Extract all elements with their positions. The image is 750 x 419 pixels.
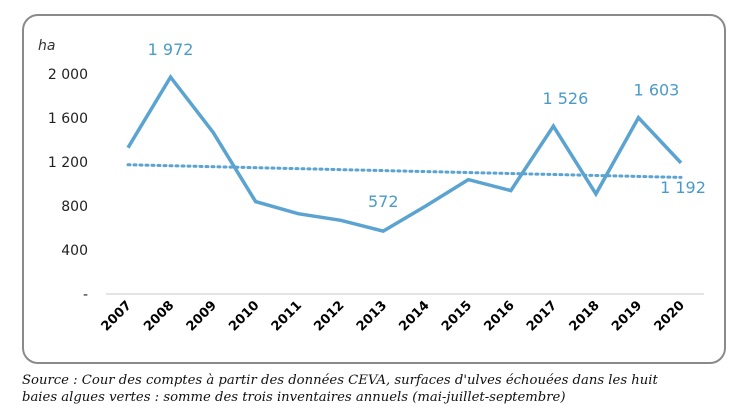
chart-frame: [22, 14, 726, 364]
x-tick-label-0: 2007: [99, 298, 135, 334]
x-tick-label-1: 2008: [141, 298, 177, 334]
series-line-0: [126, 73, 683, 233]
x-tick-label-12: 2019: [609, 298, 645, 334]
x-tick-label-4: 2011: [269, 298, 305, 334]
data-label-2: 1 526: [542, 89, 588, 108]
unit-label: ha: [38, 38, 55, 54]
data-label-4: 1 192: [660, 178, 706, 197]
x-tick-label-9: 2016: [481, 298, 517, 334]
data-label-0: 1 972: [148, 40, 194, 59]
y-tick-label-3: 1 200: [48, 155, 88, 171]
x-tick-label-11: 2018: [567, 298, 603, 334]
source-line-2: baies algues vertes : somme des trois in…: [22, 390, 566, 405]
source-note: Source : Cour des comptes à partir des d…: [22, 372, 742, 406]
trend-line: [126, 163, 683, 179]
x-tick-label-5: 2012: [311, 298, 347, 334]
y-tick-label-4: 1 600: [48, 111, 88, 127]
x-tick-label-3: 2010: [226, 298, 262, 334]
y-tick-label-0: -: [83, 287, 88, 303]
x-tick-label-7: 2014: [396, 298, 432, 334]
x-tick-label-2: 2009: [184, 298, 220, 334]
y-tick-label-2: 800: [61, 199, 88, 215]
data-label-3: 1 603: [634, 81, 680, 100]
source-line-1: Source : Cour des comptes à partir des d…: [22, 373, 658, 388]
x-tick-label-8: 2015: [439, 298, 475, 334]
y-tick-label-5: 2 000: [48, 67, 88, 83]
y-tick-label-1: 400: [61, 243, 88, 259]
x-tick-label-6: 2013: [354, 298, 390, 334]
x-tick-label-13: 2020: [652, 298, 688, 334]
data-label-1: 572: [368, 192, 399, 211]
x-tick-label-10: 2017: [524, 298, 560, 334]
line-chart: ha - 400 800 1 200 1 600 2 000 2007 2008 2009 2010…: [38, 38, 706, 334]
